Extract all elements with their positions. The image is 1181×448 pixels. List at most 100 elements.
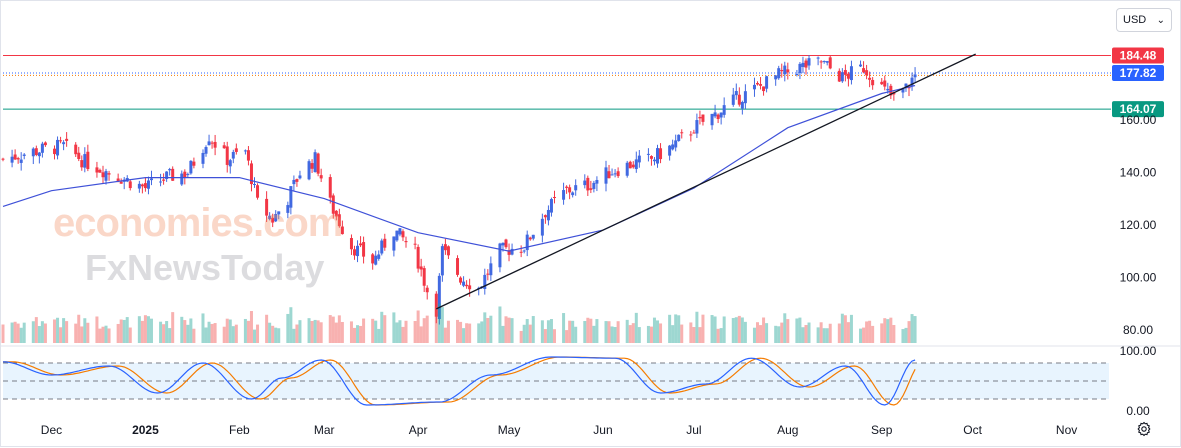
volume-bar xyxy=(310,320,314,343)
volume-bar xyxy=(913,316,917,343)
candle-body xyxy=(59,140,63,142)
candle-body xyxy=(422,268,426,286)
volume-bar xyxy=(625,319,629,343)
volume-bar xyxy=(437,303,441,343)
volume-bar xyxy=(522,324,526,343)
candle-body xyxy=(743,91,747,104)
volume-bar xyxy=(825,328,829,343)
candle-body xyxy=(137,183,141,189)
volume-bar xyxy=(646,325,650,343)
y-tick-label: 140.00 xyxy=(1120,165,1157,179)
candle-body xyxy=(243,150,247,152)
volume-bar xyxy=(656,320,660,343)
volume-bar xyxy=(480,321,484,343)
volume-bar xyxy=(319,322,323,343)
candle-body xyxy=(352,249,356,256)
candle-body xyxy=(434,293,438,317)
volume-bar xyxy=(489,315,493,343)
x-tick-label: Nov xyxy=(1056,423,1077,437)
volume-bar xyxy=(519,330,523,343)
volume-bar xyxy=(204,327,208,343)
volume-bar xyxy=(501,325,505,343)
candle-body xyxy=(419,266,423,270)
volume-bar xyxy=(243,318,247,343)
candle-body xyxy=(128,181,132,189)
volume-bar xyxy=(880,323,884,343)
candle-body xyxy=(374,255,378,265)
currency-dropdown[interactable]: USD ⌄ xyxy=(1116,8,1172,32)
candle-body xyxy=(274,214,278,222)
volume-bar xyxy=(819,322,823,343)
candle-body xyxy=(146,180,150,189)
candle-body xyxy=(804,60,808,68)
volume-bar xyxy=(822,328,826,343)
candle-body xyxy=(210,142,214,144)
candle-body xyxy=(440,246,444,276)
volume-bar xyxy=(604,321,608,343)
volume-bar xyxy=(546,320,550,343)
volume-bar xyxy=(456,319,460,343)
volume-bar xyxy=(140,320,144,343)
x-tick-label: 2025 xyxy=(132,423,159,437)
candle-body xyxy=(777,68,781,79)
candle-body xyxy=(880,81,884,85)
volume-bar xyxy=(401,326,405,343)
volume-bar xyxy=(165,321,169,343)
volume-bar xyxy=(59,327,63,343)
volume-bar xyxy=(77,314,81,343)
gear-icon[interactable] xyxy=(1136,421,1152,437)
x-tick-label: Sep xyxy=(871,423,893,437)
volume-bar xyxy=(901,329,905,343)
candle-body xyxy=(289,186,293,208)
candle-body xyxy=(256,185,260,198)
volume-bar xyxy=(592,325,596,343)
candle-body xyxy=(871,79,875,86)
candle-body xyxy=(437,275,441,320)
candle-body xyxy=(610,174,614,176)
candle-body xyxy=(646,153,650,155)
currency-label: USD xyxy=(1123,14,1147,26)
candle-body xyxy=(652,159,656,162)
candle-body xyxy=(162,179,166,181)
candle-body xyxy=(901,88,905,93)
candle-body xyxy=(649,156,653,159)
candle-body xyxy=(498,243,502,268)
candle-body xyxy=(525,234,529,251)
candle-body xyxy=(192,161,196,166)
candle-body xyxy=(77,152,81,159)
volume-bar xyxy=(528,324,532,343)
volume-bar xyxy=(531,316,535,343)
volume-bar xyxy=(695,311,699,343)
y-tick-label: 120.00 xyxy=(1120,218,1157,232)
candle-body xyxy=(180,173,184,185)
volume-bar xyxy=(374,320,378,343)
y-tick-label: 160.00 xyxy=(1120,113,1157,127)
candle-body xyxy=(816,57,820,59)
candle-body xyxy=(401,231,405,238)
volume-bar xyxy=(210,323,214,343)
candle-body xyxy=(43,142,47,146)
volume-bar xyxy=(571,320,575,343)
candle-body xyxy=(595,179,599,184)
candle-body xyxy=(371,254,375,264)
volume-bar xyxy=(104,325,108,343)
candle-body xyxy=(140,184,144,187)
volume-bar xyxy=(668,314,672,343)
volume-bar xyxy=(377,328,381,343)
volume-bar xyxy=(274,327,278,343)
candle-body xyxy=(762,86,766,92)
volume-bar xyxy=(122,319,126,343)
volume-bar xyxy=(837,323,841,343)
volume-bar xyxy=(807,322,811,343)
volume-bar xyxy=(568,320,572,343)
candle-body xyxy=(486,273,490,275)
volume-bar xyxy=(149,318,153,343)
volume-bar xyxy=(16,323,20,343)
candle-body xyxy=(13,154,17,160)
candle-body xyxy=(889,85,893,96)
price-level-tag-label: 164.07 xyxy=(1120,102,1157,116)
volume-bar xyxy=(119,319,123,343)
volume-bar xyxy=(222,326,226,343)
